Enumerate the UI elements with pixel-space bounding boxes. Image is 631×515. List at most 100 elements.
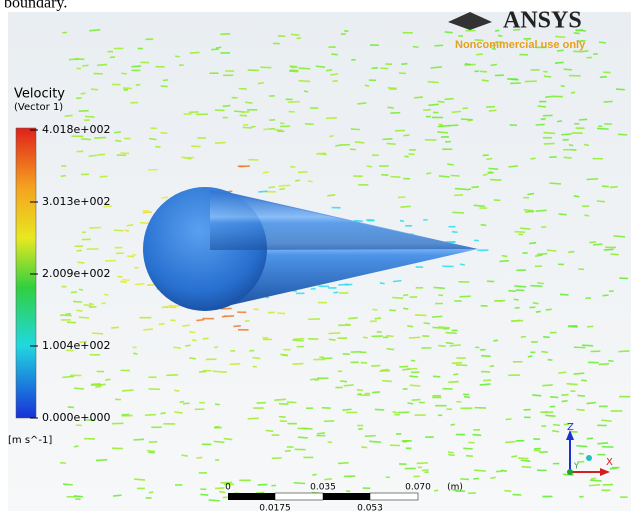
vector (170, 320, 175, 321)
vector (462, 108, 468, 109)
vector (277, 313, 285, 314)
vector (209, 500, 220, 501)
vector (263, 172, 269, 173)
vector (447, 164, 454, 165)
vector (529, 243, 536, 244)
vector (380, 283, 385, 284)
vector (387, 143, 396, 144)
vector (564, 157, 572, 158)
vector (263, 129, 268, 130)
vector (438, 327, 449, 328)
vector (65, 115, 73, 116)
vector (546, 309, 552, 310)
vector (258, 191, 267, 192)
vector (446, 343, 454, 344)
vector (455, 189, 467, 190)
vector (89, 304, 94, 305)
vector (79, 317, 89, 318)
vector (350, 149, 356, 150)
vector (531, 158, 536, 159)
vector (452, 111, 461, 112)
scale-bar (228, 493, 418, 500)
vector (214, 347, 218, 348)
vector (576, 446, 587, 447)
vector (437, 132, 448, 133)
vector (536, 311, 541, 312)
vector (564, 69, 573, 70)
vector (452, 363, 462, 364)
vector (547, 250, 556, 251)
vector (312, 474, 316, 475)
vector (269, 129, 276, 130)
page: boundary. ANSYS Noncommercial use only V… (0, 0, 631, 511)
vector (495, 30, 499, 31)
vector (502, 256, 508, 257)
vector (426, 173, 431, 174)
vector (544, 143, 555, 144)
vector (587, 403, 596, 404)
vector (561, 395, 568, 396)
vector (574, 196, 580, 197)
vector (77, 262, 84, 263)
vector (288, 102, 300, 103)
logo: ANSYS Noncommercial use only (448, 8, 586, 51)
vector (74, 446, 78, 447)
vector (386, 349, 394, 350)
vector (163, 80, 168, 81)
vector (293, 339, 304, 340)
vector (541, 227, 546, 228)
vector (315, 379, 320, 380)
vector (521, 460, 530, 461)
vector (511, 79, 519, 80)
vector (305, 124, 314, 125)
vector (278, 185, 290, 186)
vector (363, 337, 368, 338)
vector (532, 395, 541, 396)
vector (73, 301, 82, 302)
vector (161, 197, 168, 198)
colorbar-label: 3.013e+002 (42, 195, 110, 208)
vector (490, 477, 495, 478)
vector (215, 460, 219, 461)
vector (213, 371, 222, 372)
vector (290, 66, 297, 67)
vector (446, 333, 457, 334)
vector (488, 168, 498, 169)
vector (367, 166, 372, 167)
vector (134, 479, 145, 480)
vector (584, 144, 589, 145)
vector (185, 345, 190, 346)
vector (365, 436, 376, 437)
vector (111, 327, 119, 328)
vector (568, 252, 574, 253)
vector (589, 485, 600, 486)
vector (579, 119, 587, 120)
vector (452, 212, 464, 213)
vector (89, 30, 100, 31)
vector (511, 320, 520, 321)
scale-label: 0.053 (357, 504, 383, 512)
vector (143, 329, 153, 330)
vector (555, 62, 564, 63)
vector (181, 157, 188, 158)
vector (335, 145, 341, 146)
vector (472, 187, 479, 188)
vector (216, 47, 221, 48)
vector (253, 358, 261, 359)
colorbar-label: 1.004e+002 (42, 339, 110, 352)
vector (524, 210, 534, 211)
vector (182, 325, 190, 326)
vector (401, 64, 407, 65)
vector (222, 316, 226, 317)
vector (599, 364, 609, 365)
vector (528, 356, 533, 357)
vector (61, 176, 66, 177)
vector (65, 314, 71, 315)
vector (536, 210, 547, 211)
vector (175, 56, 179, 57)
vector (76, 310, 82, 311)
vector (474, 205, 485, 206)
scale-label: 0.070 (405, 483, 431, 493)
vector (200, 494, 208, 495)
vector (414, 97, 423, 98)
